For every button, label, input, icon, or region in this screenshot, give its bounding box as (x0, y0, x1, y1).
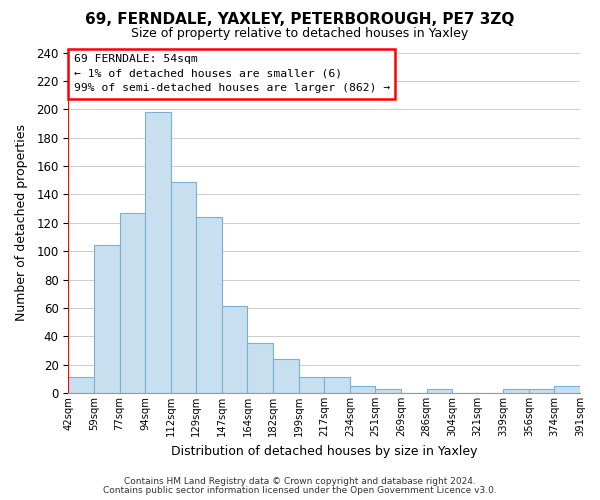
Text: Contains public sector information licensed under the Open Government Licence v3: Contains public sector information licen… (103, 486, 497, 495)
Bar (427, 389, 452, 393)
Bar (145, 112, 171, 393)
Bar (554, 386, 580, 393)
Bar (68, 378, 94, 393)
Bar (273, 359, 299, 393)
Bar (324, 378, 350, 393)
Text: 69, FERNDALE, YAXLEY, PETERBOROUGH, PE7 3ZQ: 69, FERNDALE, YAXLEY, PETERBOROUGH, PE7 … (85, 12, 515, 28)
Bar (94, 246, 119, 393)
X-axis label: Distribution of detached houses by size in Yaxley: Distribution of detached houses by size … (171, 444, 478, 458)
Text: 69 FERNDALE: 54sqm
← 1% of detached houses are smaller (6)
99% of semi-detached : 69 FERNDALE: 54sqm ← 1% of detached hous… (74, 54, 390, 93)
Bar (171, 182, 196, 393)
Y-axis label: Number of detached properties: Number of detached properties (15, 124, 28, 322)
Bar (503, 389, 529, 393)
Bar (222, 306, 247, 393)
Bar (376, 389, 401, 393)
Text: Size of property relative to detached houses in Yaxley: Size of property relative to detached ho… (131, 28, 469, 40)
Bar (196, 217, 222, 393)
Bar (350, 386, 376, 393)
Text: Contains HM Land Registry data © Crown copyright and database right 2024.: Contains HM Land Registry data © Crown c… (124, 477, 476, 486)
Bar (119, 213, 145, 393)
Bar (247, 344, 273, 393)
Bar (299, 378, 324, 393)
Bar (529, 389, 554, 393)
